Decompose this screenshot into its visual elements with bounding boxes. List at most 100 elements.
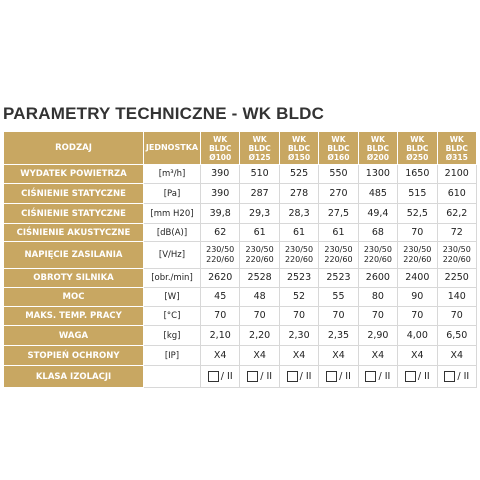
header-cell: RODZAJ <box>3 131 144 165</box>
value-cell: / II <box>318 365 359 388</box>
value-text: 70 <box>293 310 306 321</box>
row-label-text: WAGA <box>58 330 89 341</box>
value-text: 550 <box>329 168 348 179</box>
value-text: 1650 <box>405 168 430 179</box>
value-cell: / II <box>278 365 320 388</box>
value-text: 2600 <box>365 272 390 283</box>
value-cell: 510 <box>239 164 280 184</box>
value-text: 390 <box>211 168 230 179</box>
value-cell: 27,5 <box>318 203 359 224</box>
value-cell: X4 <box>199 345 241 366</box>
value-text: 270 <box>329 187 348 199</box>
value-cell: 61 <box>278 223 320 242</box>
value-line: 220/60 <box>363 255 392 264</box>
row-label-text: MAKS. TEMP. PRACY <box>25 311 122 321</box>
model-line: Ø100 <box>209 152 232 162</box>
value-cell: 2620 <box>199 268 241 288</box>
value-cell: X4 <box>318 345 359 366</box>
value-text: 390 <box>211 187 230 199</box>
value-cell: 61 <box>318 223 359 242</box>
value-cell: 70 <box>397 306 438 326</box>
value-cell: 1300 <box>357 164 399 184</box>
value-cell: 230/50 220/60 <box>436 241 478 269</box>
value-text: 55 <box>332 291 345 302</box>
value-cell: 29,3 <box>239 203 280 224</box>
row-label-text: CIŚNIENIE STATYCZNE <box>21 208 126 219</box>
value-cell: / II <box>357 365 399 388</box>
value-line: 220/60 <box>284 255 314 264</box>
row: MAKS. TEMP. PRACY [°C] 70 70 70 70 70 70 70 <box>3 306 478 326</box>
value-cell: X4 <box>357 345 399 366</box>
header-row: RODZAJ JEDNOSTKA WK BLDC Ø100 WK BLDC Ø125 WK BLD… <box>3 131 478 165</box>
value-text: 278 <box>289 187 309 199</box>
value-cell: / II <box>397 365 438 388</box>
unit-text: [dB(A)] <box>156 227 188 238</box>
row: CIŚNIENIE AKUSTYCZNE [dB(A)] 62 61 61 61 68 70 7… <box>3 223 478 242</box>
insulation-icon <box>444 371 456 382</box>
model-header: WK BLDC Ø125 <box>239 131 280 165</box>
value-cell: 70 <box>199 306 241 326</box>
unit-cell <box>143 365 201 388</box>
value-text: 61 <box>293 226 306 238</box>
value-cell: 1650 <box>397 164 438 184</box>
value-cell: 90 <box>397 287 438 307</box>
unit-text: [mm H20] <box>150 208 194 219</box>
value-cell: 287 <box>239 183 280 204</box>
unit-cell: [IP] <box>143 345 201 366</box>
value-text: 2400 <box>405 272 430 283</box>
value-text: 2,35 <box>327 329 350 341</box>
value-text: 62,2 <box>446 207 468 219</box>
model-line: WK <box>449 134 464 144</box>
model-line: WK <box>252 134 267 144</box>
value-cell: 278 <box>278 183 320 204</box>
model-line: BLDC <box>406 143 429 153</box>
model-line: BLDC <box>248 143 271 153</box>
value-cell: 140 <box>436 287 478 307</box>
value-cell: / II <box>199 365 241 388</box>
value-cell: 52 <box>278 287 320 307</box>
unit-cell: [V/Hz] <box>143 241 201 269</box>
value-line: 220/60 <box>442 255 471 264</box>
value-text: 525 <box>289 168 309 179</box>
value-cell: 2,10 <box>199 325 241 346</box>
value-cell: 230/50 220/60 <box>199 241 241 269</box>
value-cell: 52,5 <box>397 203 438 224</box>
unit-cell: [Pa] <box>143 183 201 204</box>
value-line: 220/60 <box>403 255 432 264</box>
unit-cell: [W] <box>143 287 201 307</box>
value-text: 49,4 <box>367 207 389 219</box>
insulation-icon <box>286 371 298 382</box>
model-line: Ø200 <box>366 152 389 162</box>
value-text: / II <box>339 371 351 382</box>
value-cell: 70 <box>318 306 359 326</box>
value-cell: X4 <box>239 345 280 366</box>
value-text: / II <box>220 371 233 382</box>
value-text: 80 <box>371 291 384 302</box>
model-header: WK BLDC Ø160 <box>318 131 359 165</box>
value-cell: 6,50 <box>436 325 478 346</box>
row-label: MOC <box>3 287 144 307</box>
value-text: X4 <box>371 349 385 361</box>
value-text: / II <box>260 371 273 382</box>
value-text: X4 <box>411 349 424 361</box>
value-cell: 28,3 <box>278 203 320 224</box>
value-text: 2523 <box>326 272 351 283</box>
row: CIŚNIENIE STATYCZNE [Pa] 390 287 278 270 485 51… <box>3 183 478 204</box>
value-text: 48 <box>253 291 266 302</box>
value-text: 70 <box>332 310 345 321</box>
value-cell: 2,30 <box>278 325 320 346</box>
unit-cell: [m³/h] <box>143 164 201 184</box>
value-cell: 390 <box>199 164 241 184</box>
unit-cell: [obr./min] <box>143 268 201 288</box>
value-cell: 525 <box>278 164 320 184</box>
value-cell: 2,90 <box>357 325 399 346</box>
model-line: BLDC <box>209 143 232 153</box>
value-line: 230/50 <box>206 245 235 254</box>
value-cell: X4 <box>278 345 320 366</box>
value-text: 61 <box>253 226 266 238</box>
value-cell: 485 <box>357 183 399 204</box>
value-line: 230/50 <box>245 245 274 254</box>
value-cell: 2523 <box>278 268 320 288</box>
value-text: 70 <box>450 310 463 321</box>
insulation-icon <box>207 371 219 382</box>
